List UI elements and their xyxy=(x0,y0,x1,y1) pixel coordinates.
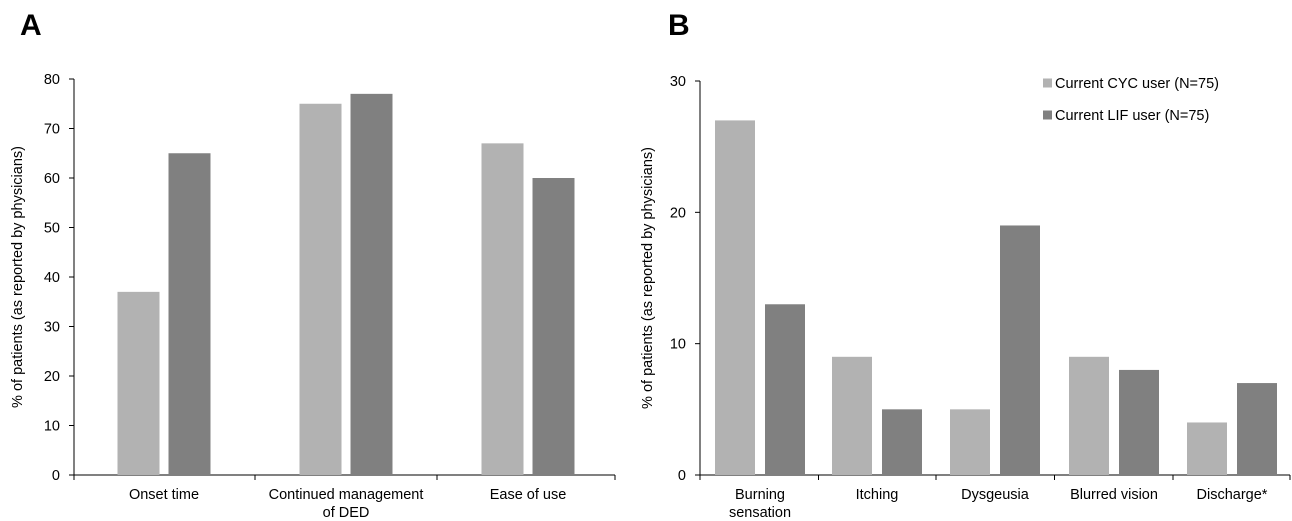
panel-a-bar-cyc xyxy=(299,103,342,475)
panel-b-legend-label: Current CYC user (N=75) xyxy=(1055,76,1219,92)
panel-b-bar-cyc xyxy=(715,120,755,476)
panel-b-bar-cyc xyxy=(1187,422,1227,475)
panel-a-y-tick-label: 70 xyxy=(44,122,60,138)
panel-b-category-label: Itching xyxy=(856,487,899,503)
panel-b-bar-cyc xyxy=(950,409,990,475)
panel-a-category-label: Onset time xyxy=(129,487,199,503)
panel-a-y-tick-label: 40 xyxy=(44,270,60,286)
panel-a-y-tick-label: 60 xyxy=(44,171,60,187)
panel-b-y-tick-label: 0 xyxy=(678,468,686,484)
panel-a-bar-lif xyxy=(168,153,211,475)
panel-b-y-axis-title: % of patients (as reported by physicians… xyxy=(640,147,656,409)
panel-b-bar-cyc xyxy=(832,356,872,475)
panel-a-y-tick-label: 20 xyxy=(44,369,60,385)
panel-a-bar-lif xyxy=(532,178,575,475)
panel-a-bar-cyc xyxy=(117,291,160,475)
panel-b-y-tick-label: 20 xyxy=(670,205,686,221)
panel-b-bar-lif xyxy=(1237,383,1277,475)
panel-b-bar-lif xyxy=(1119,369,1159,475)
panel-a-y-tick-label: 30 xyxy=(44,320,60,336)
panel-a-bar-lif xyxy=(350,93,393,475)
panel-b-legend-swatch xyxy=(1043,110,1052,120)
panel-a-category-label: Ease of use xyxy=(490,487,567,503)
panel-a-letter: A xyxy=(20,9,42,42)
panel-b-category-label: Blurred vision xyxy=(1070,487,1158,503)
panel-a-y-tick-label: 0 xyxy=(52,468,60,484)
panel-b-bar-chart: B 0 10 20 30 Burning sensation Itching Dysgeusia… xyxy=(640,9,1291,521)
panel-a-category-label: Continued management of DED xyxy=(269,487,424,521)
panel-a-y-tick-label: 80 xyxy=(44,72,60,88)
panel-b-bar-lif xyxy=(882,409,922,475)
panel-b-bar-lif xyxy=(765,304,805,475)
panel-b-bar-cyc xyxy=(1069,356,1109,475)
panel-a-y-tick-label: 10 xyxy=(44,419,60,435)
panel-b-y-tick-label: 10 xyxy=(670,337,686,353)
panel-a-bar-chart: A 0 10 20 30 40 50 60 70 80 Onset time Continued ma… xyxy=(10,9,616,521)
panel-b-category-label: Discharge* xyxy=(1197,487,1268,503)
panel-a-bar-cyc xyxy=(481,143,524,475)
panel-b-letter: B xyxy=(668,9,690,42)
panel-a-y-axis-title: % of patients (as reported by physicians… xyxy=(10,146,26,408)
panel-b-y-tick-label: 30 xyxy=(670,74,686,90)
panel-b-category-label: Dysgeusia xyxy=(961,487,1030,503)
panel-b-legend-swatch xyxy=(1043,78,1052,88)
panel-a-y-tick-label: 50 xyxy=(44,221,60,237)
panel-b-bar-lif xyxy=(1000,225,1040,475)
panel-b-category-label: Burning sensation xyxy=(729,487,791,521)
panel-b-legend-label: Current LIF user (N=75) xyxy=(1055,108,1209,124)
